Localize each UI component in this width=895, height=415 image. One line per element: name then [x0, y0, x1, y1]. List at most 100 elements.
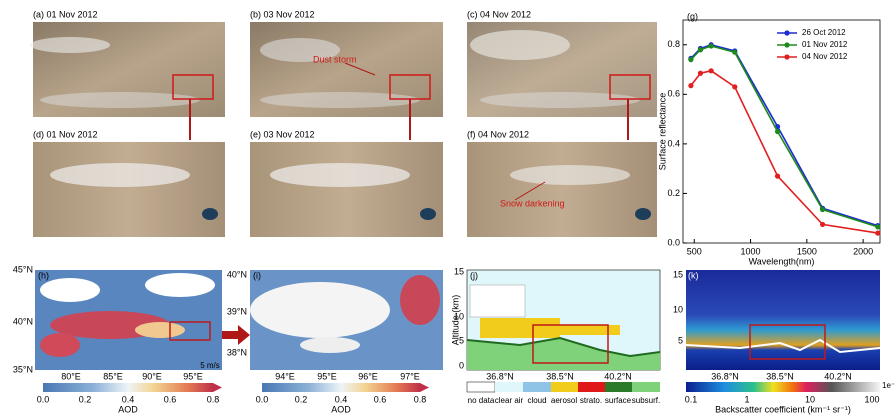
scale-label: 5 m/s	[200, 361, 220, 370]
lon-label: 80°E	[61, 371, 81, 381]
x-tick-label: 1500	[797, 246, 817, 256]
x-axis-label: Wavelength(nm)	[749, 256, 815, 266]
lat-label: 38°N	[227, 347, 247, 357]
panel-label: (k)	[688, 270, 699, 280]
point	[709, 68, 714, 73]
series-line	[691, 46, 878, 227]
lat-label: 40°N	[227, 269, 247, 279]
point	[688, 83, 693, 88]
point	[709, 43, 714, 48]
point	[688, 57, 693, 62]
panel-label: (c) 04 Nov 2012	[467, 9, 531, 19]
panel-label: (i)	[253, 270, 261, 280]
point	[820, 222, 825, 227]
y-tick-label: 0	[459, 360, 464, 370]
y-tick-label: 0.0	[667, 237, 680, 247]
point	[875, 224, 880, 229]
legend-label: 26 Oct 2012	[802, 28, 846, 37]
panel-label: (j)	[470, 270, 478, 280]
cbar-label: 0.6	[374, 394, 387, 404]
cbar-label: 0.0	[37, 394, 50, 404]
figure: (a) 01 Nov 2012 (b) 03 Nov 2012 (c) 04 N…	[0, 0, 895, 415]
point	[775, 129, 780, 134]
cbar-label: 10	[805, 394, 815, 404]
cbar-label: 0.8	[207, 394, 220, 404]
lon-label: 90°E	[142, 371, 162, 381]
point	[820, 207, 825, 212]
lon-label: 94°E	[275, 371, 295, 381]
panel-label: (d) 01 Nov 2012	[33, 129, 98, 139]
point	[875, 230, 880, 235]
lat-label: 36.8°N	[711, 371, 739, 381]
cbar-label: 0.4	[122, 394, 135, 404]
lon-label: 97°E	[400, 371, 420, 381]
lon-label: 85°E	[103, 371, 123, 381]
cbar-label: 0.2	[79, 394, 92, 404]
point	[732, 84, 737, 89]
point	[775, 174, 780, 179]
y-tick-label: 0.8	[667, 39, 680, 49]
cbar-title: AOD	[118, 404, 138, 414]
annotation: Dust storm	[313, 54, 357, 64]
y-tick-label: 5	[678, 335, 683, 345]
cbar-title: Backscatter coefficient (km⁻¹ sr⁻¹)	[715, 404, 851, 414]
class-label: surface	[605, 396, 632, 405]
lat-label: 45°N	[13, 264, 33, 274]
point	[698, 71, 703, 76]
lat-label: 40°N	[13, 316, 33, 326]
x-tick-label: 1000	[741, 246, 761, 256]
annotation: Snow darkening	[500, 198, 565, 208]
lon-label: 95°E	[317, 371, 337, 381]
point	[698, 47, 703, 52]
class-label: aerosol	[551, 396, 577, 405]
x-tick-label: 500	[687, 246, 702, 256]
x-tick-label: 2000	[853, 246, 873, 256]
panel-label: (e) 03 Nov 2012	[250, 129, 315, 139]
class-label: strato.	[580, 396, 602, 405]
lat-label: 40.2°N	[604, 371, 632, 381]
lat-label: 38.5°N	[766, 371, 794, 381]
y-tick-label: 15	[673, 269, 683, 279]
lon-label: 96°E	[358, 371, 378, 381]
lat-label: 35°N	[13, 364, 33, 374]
panel-label: (b) 03 Nov 2012	[250, 9, 315, 19]
cbar-label: 0.0	[256, 394, 269, 404]
panel-label: (h)	[38, 270, 49, 280]
point	[732, 50, 737, 55]
class-label: subsurf.	[632, 396, 660, 405]
cbar-label: 0.6	[164, 394, 177, 404]
lon-label: 95°E	[183, 371, 203, 381]
cbar-exponent: 1e⁻³	[882, 381, 895, 390]
cbar-label: 0.8	[414, 394, 427, 404]
y-tick-label: 0.4	[667, 138, 680, 148]
map-h	[35, 270, 443, 392]
legend-marker	[784, 42, 789, 47]
class-label: cloud	[527, 396, 546, 405]
series-line	[691, 71, 878, 233]
class-label: clear air	[495, 396, 524, 405]
lat-label: 36.8°N	[486, 371, 514, 381]
y-tick-label: 10	[673, 304, 683, 314]
y-tick-label: 10	[454, 311, 464, 321]
cbar-label: 100	[864, 394, 879, 404]
plot-frame	[683, 20, 880, 243]
y-tick-label: 15	[454, 266, 464, 276]
cbar-label: 0.1	[685, 394, 698, 404]
series-line	[691, 45, 878, 226]
lat-label: 38.5°N	[546, 371, 574, 381]
class-label: no data	[468, 396, 495, 405]
y-tick-label: 0.2	[667, 188, 680, 198]
y-tick-label: 5	[459, 335, 464, 345]
y-axis-label: Surface reflectance	[657, 93, 667, 171]
y-tick-label: 0.6	[667, 89, 680, 99]
legend-label: 04 Nov 2012	[802, 52, 848, 61]
panel-label: (f) 04 Nov 2012	[467, 129, 529, 139]
legend-marker	[784, 30, 789, 35]
panel-label: (g)	[687, 11, 698, 21]
cbar-label: 1	[744, 394, 749, 404]
legend-label: 01 Nov 2012	[802, 40, 848, 49]
cbar-label: 0.4	[335, 394, 348, 404]
panel-label: (a) 01 Nov 2012	[33, 9, 98, 19]
legend-marker	[784, 54, 789, 59]
lat-label: 40.2°N	[824, 371, 852, 381]
